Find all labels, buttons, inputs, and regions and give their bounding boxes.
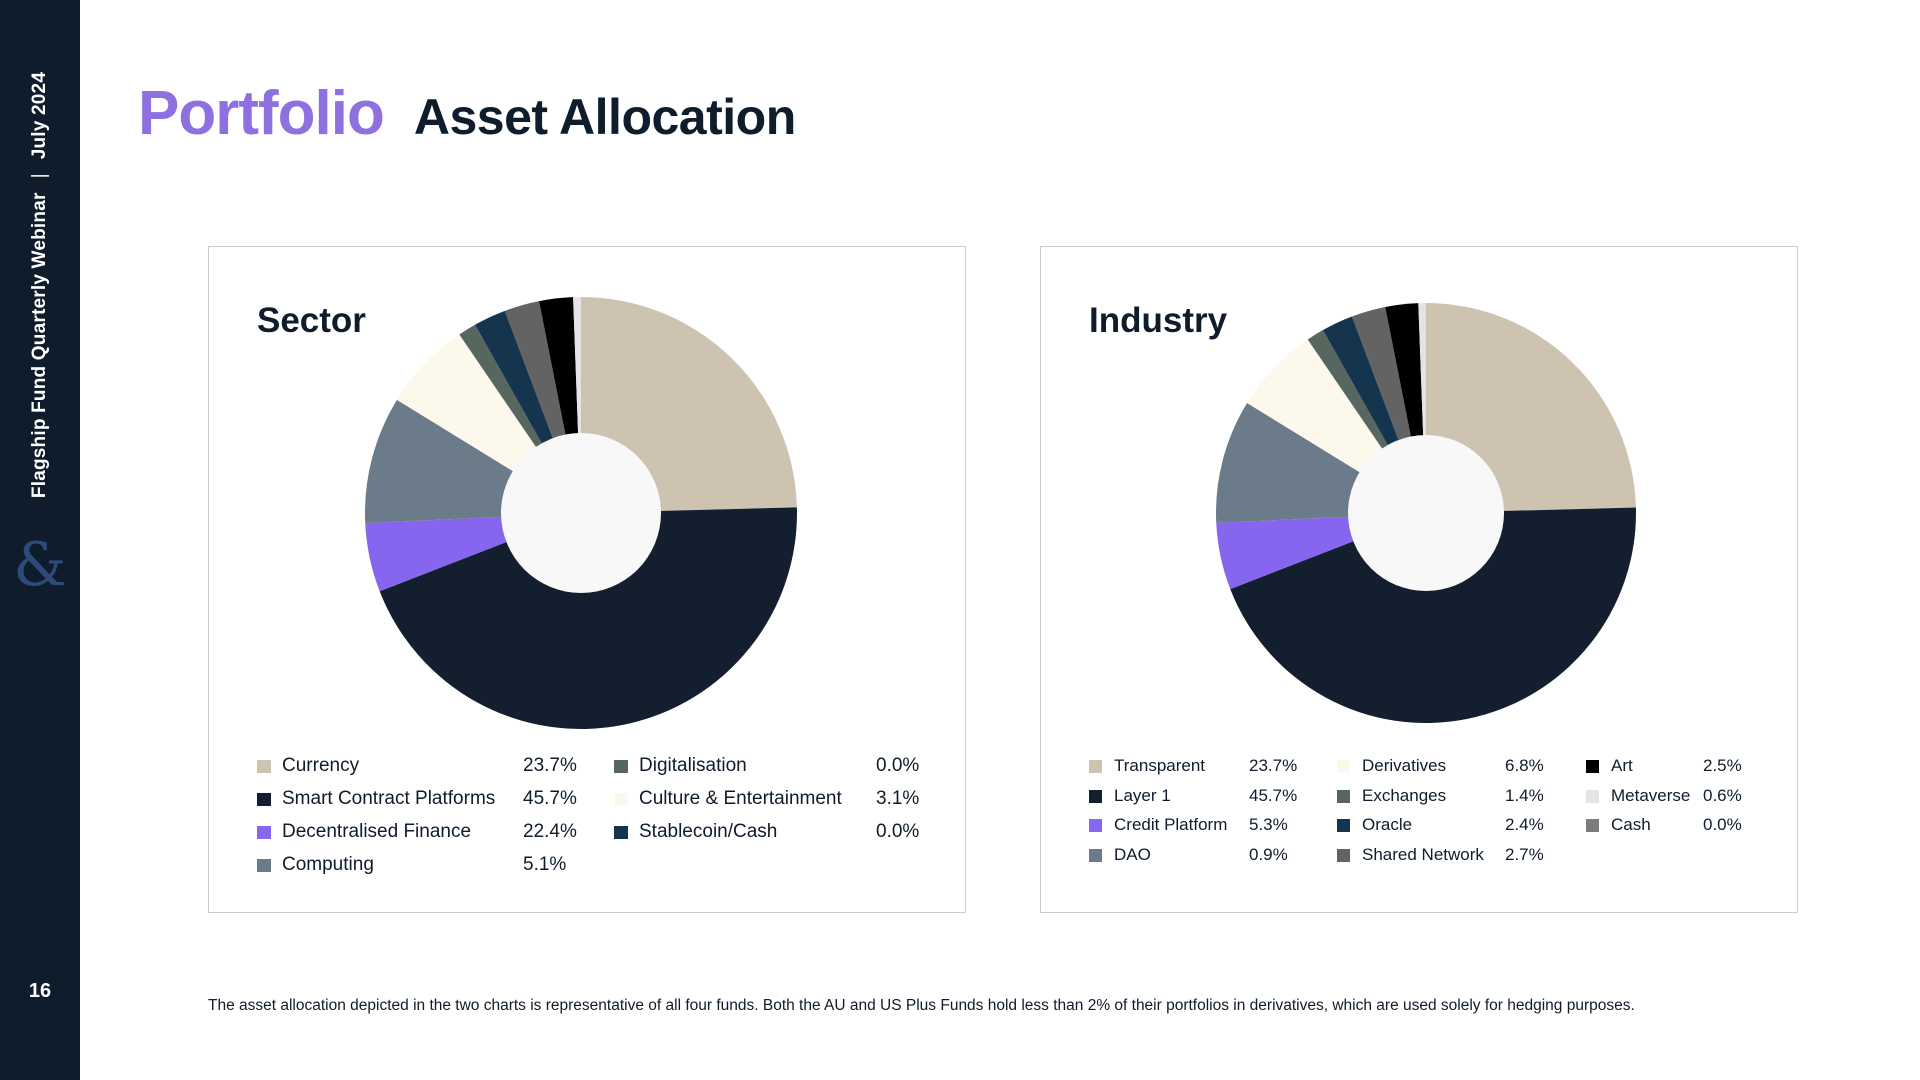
legend-label: DAO (1114, 844, 1151, 864)
legend-label: Digitalisation (639, 755, 747, 776)
legend-swatch (1337, 789, 1350, 803)
legend-value: 0.6% (1703, 785, 1742, 805)
sector-slice-1 (379, 507, 798, 730)
sector-donut-chart (364, 296, 798, 730)
legend-value: 2.5% (1703, 756, 1742, 775)
legend-swatch (1089, 848, 1102, 862)
legend-label: Computing (282, 854, 374, 875)
industry-chart-panel: Industry Transparent 23.7% Layer 1 45.7% Cre… (1040, 246, 1798, 913)
legend-swatch (1089, 789, 1102, 803)
legend-swatch (257, 826, 271, 839)
legend-value: 3.1% (876, 788, 920, 809)
sector-chart-panel: Sector Currency 23.7% Smart Contract Platf… (208, 246, 966, 913)
legend-value: 0.9% (1249, 844, 1288, 864)
legend-value: 0.0% (876, 821, 920, 842)
legend-swatch (1337, 819, 1350, 832)
legend-label: Smart Contract Platforms (282, 788, 496, 809)
legend-label: Derivatives (1362, 756, 1447, 775)
legend-label: Shared Network (1362, 844, 1484, 864)
legend-label: Cash (1611, 815, 1651, 834)
legend-value: 22.4% (523, 821, 577, 842)
legend-label: Layer 1 (1114, 785, 1171, 805)
legend-label: Transparent (1114, 756, 1206, 775)
legend-swatch (614, 793, 628, 806)
industry-donut-chart (1216, 303, 1637, 724)
page-number: 16 (28, 980, 52, 1002)
legend-swatch (1586, 789, 1599, 803)
legend-swatch (257, 793, 271, 806)
legend-label: Culture & Entertainment (639, 788, 842, 809)
legend-value: 2.7% (1505, 844, 1544, 864)
legend-swatch (614, 760, 628, 773)
industry-slice-1 (1230, 507, 1637, 724)
webinar-date: July 2024 (29, 71, 50, 160)
legend-label: Oracle (1362, 815, 1413, 834)
legend-value: 1.4% (1505, 785, 1544, 805)
webinar-title: Flagship Fund Quarterly Webinar (29, 192, 50, 499)
industry-donut-hole (1348, 435, 1504, 591)
sidebar-caption: Flagship Fund Quarterly Webinar | July 202… (29, 72, 51, 498)
legend-swatch (614, 826, 628, 839)
sidebar: Flagship Fund Quarterly Webinar | July 202… (0, 0, 80, 1080)
legend-label: Exchanges (1362, 785, 1447, 805)
legend-label: Metaverse (1611, 785, 1691, 805)
sector-donut-hole (501, 433, 661, 593)
legend-swatch (257, 859, 271, 872)
legend-value: 23.7% (1249, 756, 1298, 775)
legend-value: 6.8% (1505, 756, 1544, 775)
legend-value: 23.7% (523, 755, 577, 776)
legend-value: 45.7% (523, 788, 577, 809)
legend-value: 0.0% (876, 755, 920, 776)
industry-chart-title: Industry (1089, 301, 1228, 340)
legend-value: 0.0% (1703, 815, 1742, 834)
legend-label: Art (1611, 756, 1633, 775)
legend-label: Decentralised Finance (282, 821, 472, 842)
page-title: Portfolio Asset Allocation (138, 78, 796, 149)
legend-swatch (1089, 760, 1102, 773)
legend-value: 45.7% (1249, 785, 1298, 805)
legend-label: Stablecoin/Cash (639, 821, 778, 842)
legend-value: 5.1% (523, 854, 567, 875)
legend-swatch (1337, 760, 1350, 773)
legend-swatch (1586, 760, 1599, 773)
legend-label: Credit Platform (1114, 815, 1228, 834)
legend-label: Currency (282, 755, 360, 776)
sector-chart-title: Sector (257, 301, 366, 340)
ampersand-logo-icon: & (13, 530, 67, 600)
caption-separator: | (29, 173, 50, 179)
footnote: The asset allocation depicted in the two… (208, 997, 1635, 1014)
legend-swatch (1089, 819, 1102, 832)
legend-value: 2.4% (1505, 815, 1544, 834)
legend-value: 5.3% (1249, 815, 1288, 834)
page-title-sub: Asset Allocation (413, 89, 796, 145)
page-title-main: Portfolio (138, 79, 385, 148)
legend-swatch (1337, 848, 1350, 862)
legend-swatch (1586, 819, 1599, 832)
legend-swatch (257, 760, 271, 773)
